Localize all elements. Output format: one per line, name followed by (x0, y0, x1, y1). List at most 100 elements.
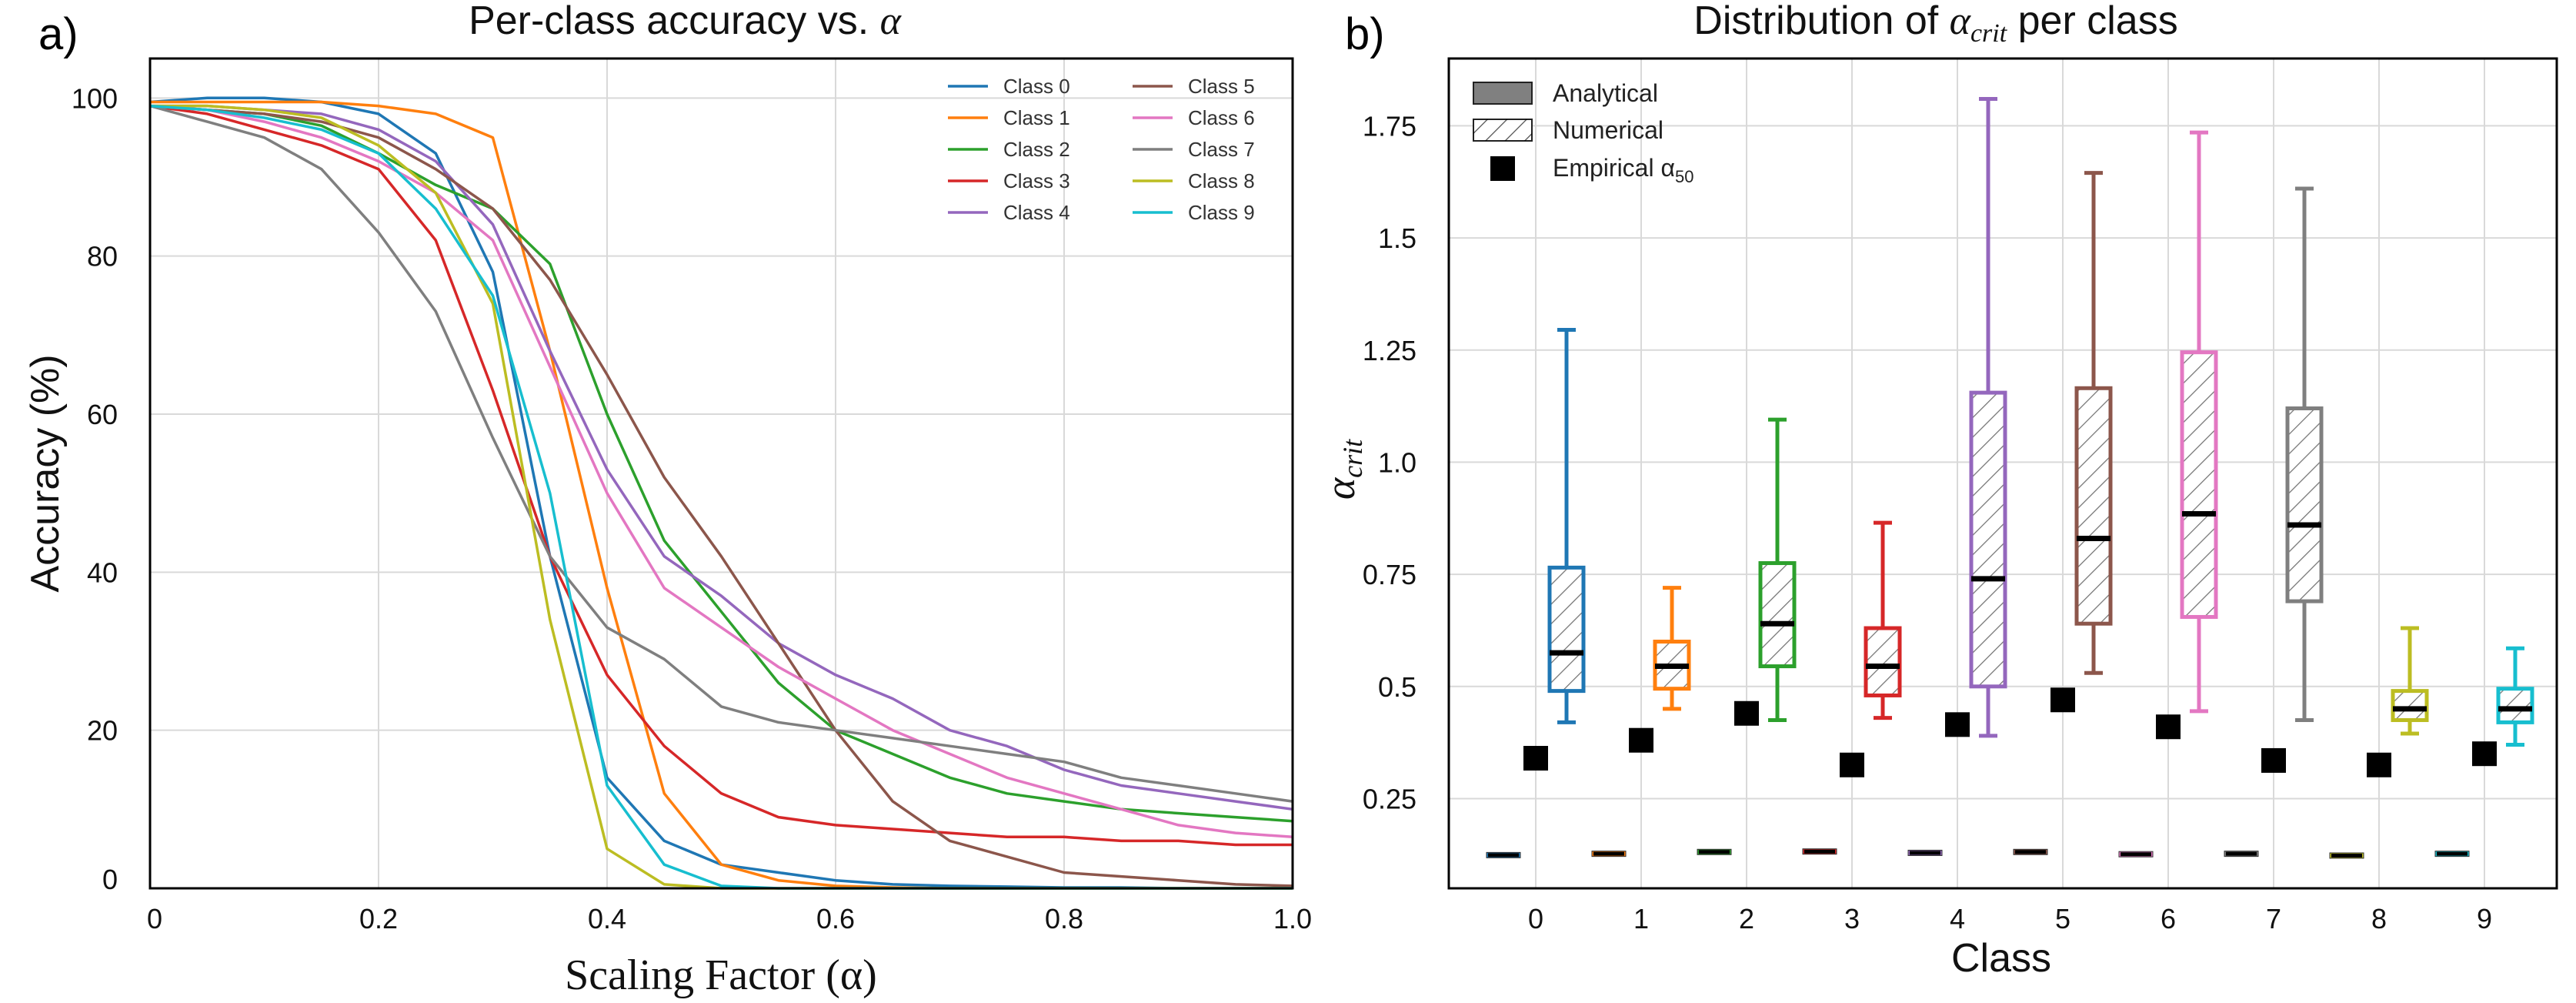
panel-b-title-symbol: α (1950, 0, 1972, 43)
box-outline (1758, 561, 1797, 669)
panel-b-ytick-label: 1.75 (1363, 110, 1416, 142)
legend-label-class-0: Class 0 (1003, 75, 1070, 98)
series-line-class-8 (150, 104, 1293, 890)
panel-b-ytick-label: 1.25 (1363, 335, 1416, 366)
empirical-marker-class-8 (2367, 752, 2391, 777)
panel-b-xtick-label: 3 (1844, 903, 1860, 934)
panel-a-label: a) (38, 9, 78, 59)
panel-b-title-suffix: per class (2007, 0, 2178, 43)
panel-b-ytick-label: 1.0 (1378, 446, 1416, 478)
panel-b-ylabel: αcrit (1317, 439, 1368, 500)
panel-a-grid (149, 59, 1293, 889)
box-hatch (2498, 688, 2532, 723)
panel-a-ytick-label: 40 (87, 557, 118, 588)
panel-b-numerical-boxes (1547, 96, 2534, 747)
panel-b-xtick-label: 1 (1633, 903, 1649, 934)
box-hatch (2182, 352, 2216, 617)
panel-a-legend: Class 0 Class 1 Class 2 Class 3 Class 4 Class… (948, 75, 1255, 224)
box-outline (2285, 406, 2324, 603)
panel-b-ytick-label: 0.25 (1363, 783, 1416, 814)
box-outline (2496, 687, 2534, 724)
legend-label-class-8: Class 8 (1188, 169, 1255, 192)
legend-label-class-7: Class 7 (1188, 138, 1255, 161)
panel-a-lines (149, 96, 1293, 890)
alpha-symbol: α (880, 0, 903, 43)
panel-b-xtick-label: 6 (2161, 903, 2176, 934)
numerical-box-class-3 (1864, 520, 1902, 720)
series-line-class-2 (149, 104, 1293, 823)
legend-empirical-text: Empirical α (1553, 154, 1675, 182)
empirical-marker-class-5 (2050, 687, 2075, 713)
panel-b-label: b) (1345, 9, 1385, 59)
panel-b-ticks: 0.25 0.5 0.75 1.0 1.25 1.5 1.75 0 1 2 3 4 5 6 7 8 9 (1363, 110, 2492, 934)
box-hatch (2077, 388, 2111, 624)
numerical-box-class-1 (1653, 586, 1691, 711)
series-line-class-9 (149, 104, 1293, 890)
box-outline (2391, 689, 2429, 722)
panel-b-ytick-label: 1.5 (1378, 222, 1416, 254)
panel-b: b) Distribution of αcrit per class 0.250… (1317, 0, 2558, 981)
panel-b-title: Distribution of αcrit per class (1693, 0, 2177, 48)
panel-a-xtick-label: 0.6 (816, 903, 855, 934)
panel-b-empirical-markers (1523, 687, 2497, 777)
empirical-marker-class-2 (1734, 700, 1759, 726)
box-outline (2180, 350, 2218, 619)
numerical-box-class-2 (1758, 417, 1797, 722)
box-hatch (2287, 408, 2321, 602)
box-hatch (2393, 690, 2427, 720)
panel-a-xtick-label: 0.2 (359, 903, 398, 934)
series-line-class-6 (149, 104, 1293, 839)
box-outline (1547, 565, 1586, 694)
legend-label-numerical: Numerical (1553, 116, 1663, 144)
ylabel-subscript: crit (1337, 439, 1368, 478)
panel-b-xtick-label: 4 (1950, 903, 1965, 934)
panel-b-xtick-label: 9 (2477, 903, 2492, 934)
legend-label-empirical: Empirical α50 (1553, 154, 1693, 186)
numerical-box-class-5 (2074, 171, 2113, 675)
panel-b-xtick-label: 7 (2266, 903, 2281, 934)
panel-a-plot-frame (148, 57, 1294, 890)
series-line-class-5 (149, 104, 1293, 888)
box-hatch (1760, 563, 1794, 667)
legend-swatch-analytical (1473, 82, 1533, 105)
empirical-marker-class-1 (1629, 727, 1653, 753)
panel-a-xlabel: Scaling Factor (α) (565, 951, 877, 999)
panel-b-analytical-markers (1486, 848, 2470, 859)
numerical-box-class-4 (1969, 96, 2007, 738)
legend-label-class-9: Class 9 (1188, 201, 1255, 224)
panel-a-ticks: 0 0.2 0.4 0.6 0.8 1.0 0 20 40 60 80 100 (72, 82, 1312, 934)
numerical-box-class-8 (2391, 626, 2429, 736)
panel-a-ytick-label: 60 (87, 399, 118, 430)
empirical-marker-class-7 (2261, 747, 2286, 773)
ylabel-symbol: α (1317, 476, 1363, 500)
panel-b-xtick-label: 8 (2371, 903, 2387, 934)
series-line-class-7 (149, 104, 1293, 803)
series-line-class-1 (150, 100, 1293, 890)
box-outline (2074, 386, 2113, 626)
panel-a-ytick-label: 0 (102, 864, 118, 895)
empirical-marker-class-6 (2156, 714, 2181, 740)
empirical-marker-class-3 (1840, 752, 1864, 777)
legend-label-class-3: Class 3 (1003, 169, 1070, 192)
panel-b-ytick-label: 0.75 (1363, 559, 1416, 590)
panel-a-xtick-label: 0 (147, 903, 162, 934)
panel-b-legend: Analytical Numerical Empirical α50 (1473, 79, 1693, 186)
legend-label-class-5: Class 5 (1188, 75, 1255, 98)
panel-b-title-prefix: Distribution of (1693, 0, 1949, 43)
panel-a-ytick-label: 80 (87, 241, 118, 272)
series-line-class-3 (149, 104, 1293, 847)
panel-a-ytick-label: 100 (72, 82, 118, 114)
legend-swatch-numerical (1473, 119, 1532, 141)
panel-a-xtick-label: 0.8 (1045, 903, 1083, 934)
box-hatch (1971, 393, 2005, 687)
legend-label-class-6: Class 6 (1188, 106, 1255, 129)
panel-b-title-subscript: crit (1970, 19, 2008, 48)
panel-a-ylabel: Accuracy (%) (23, 354, 68, 592)
legend-swatch-empirical (1490, 156, 1515, 181)
panel-a: a) Per-class accuracy vs. α 0 0.2 0.4 0.6 0.… (23, 0, 1312, 999)
empirical-marker-class-9 (2472, 741, 2497, 767)
legend-empirical-subscript: 50 (1675, 167, 1693, 186)
legend-label-class-2: Class 2 (1003, 138, 1070, 161)
legend-label-analytical: Analytical (1553, 79, 1658, 107)
